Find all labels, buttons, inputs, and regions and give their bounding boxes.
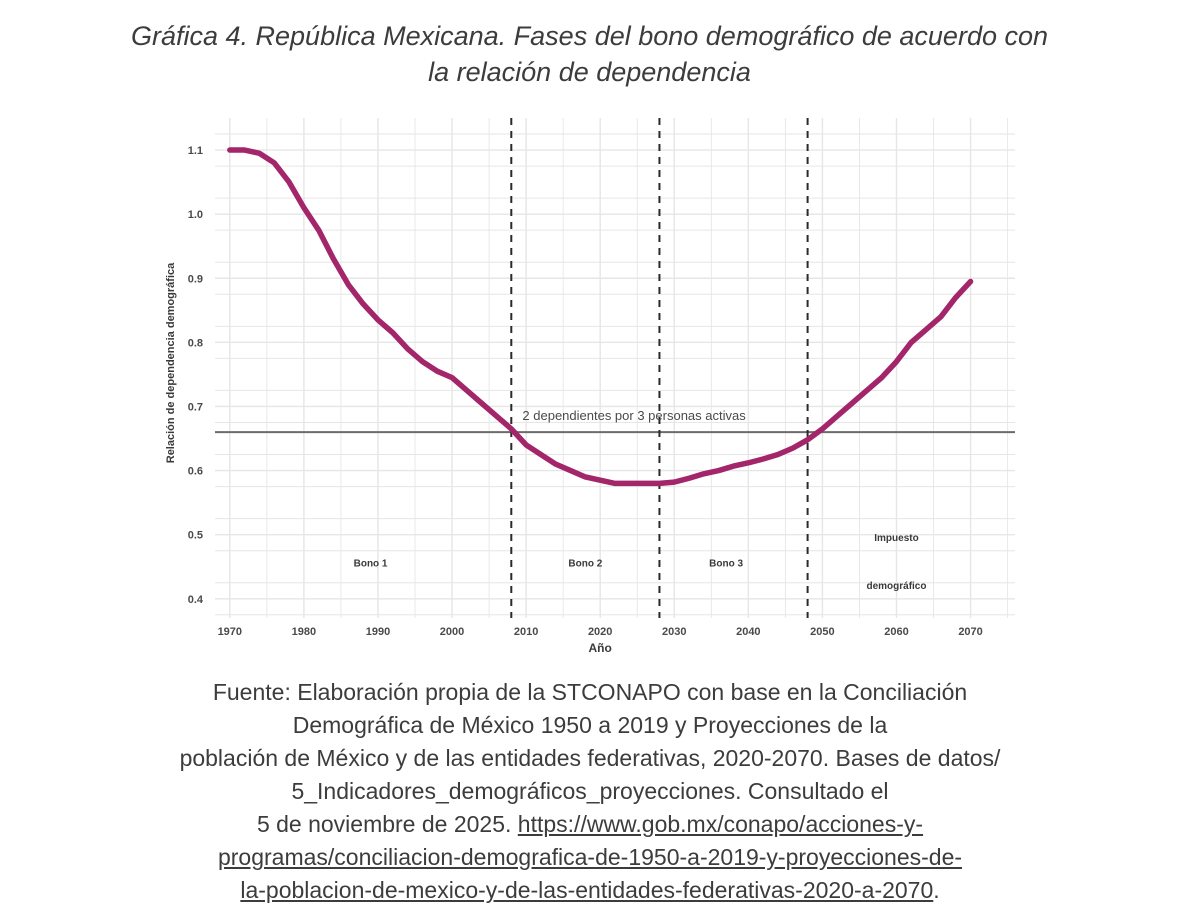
x-tick-label: 2030 [662, 626, 686, 638]
x-tick-label: 2060 [884, 626, 908, 638]
source-line-7: la-poblacion-de-mexico-y-de-las-entidade… [60, 874, 1120, 907]
y-tick-label: 0.5 [188, 530, 203, 542]
source-note: Fuente: Elaboración propia de la STCONAP… [60, 676, 1120, 907]
y-tick-label: 1.1 [188, 145, 203, 157]
y-tick-label: 0.9 [188, 273, 203, 285]
source-line-5: 5 de noviembre de 2025. https://www.gob.… [60, 808, 1120, 841]
y-axis-title: Relación de dependencia demográfica [165, 262, 177, 463]
x-tick-label: 2070 [958, 626, 982, 638]
caption-line-2: la relación de dependencia [428, 57, 751, 87]
source-line-4: 5_Indicadores_demográficos_proyecciones.… [291, 778, 889, 804]
phase-label: Bono 3 [709, 559, 743, 570]
reference-layer [215, 118, 1015, 618]
x-tick-label: 1970 [218, 626, 242, 638]
phase-label: Impuesto [874, 533, 918, 544]
source-line-6: programas/conciliacion-demografica-de-19… [60, 841, 1120, 874]
source-link-part-1[interactable]: https://www.gob.mx/conapo/acciones-y- [517, 811, 924, 837]
y-tick-label: 1.0 [188, 209, 203, 221]
x-axis-title: Año [589, 641, 612, 655]
y-tick-label: 0.4 [188, 594, 204, 606]
x-tick-label: 1990 [366, 626, 390, 638]
y-tick-label: 0.6 [188, 466, 203, 478]
y-tick-label: 0.8 [188, 337, 203, 349]
source-end-period: . [933, 877, 940, 903]
grid-layer [215, 118, 1015, 618]
y-tick-label: 0.7 [188, 401, 203, 413]
source-date: 5 de noviembre de 2025. [256, 811, 518, 837]
label-layer: 2 dependientes por 3 personas activas Bon… [354, 408, 927, 592]
source-link-part-3[interactable]: la-poblacion-de-mexico-y-de-las-entidade… [240, 877, 934, 903]
x-tick-label: 2050 [810, 626, 834, 638]
phase-label: Bono 2 [568, 559, 602, 570]
dependency-ratio-chart: 2 dependientes por 3 personas activas Bon… [165, 118, 1015, 655]
reference-line-label: 2 dependientes por 3 personas activas [522, 408, 746, 423]
x-tick-label: 2010 [514, 626, 538, 638]
x-tick-label: 2040 [736, 626, 760, 638]
dependency-ratio-series [227, 147, 974, 487]
x-tick-label: 2020 [588, 626, 612, 638]
source-line-1: Fuente: Elaboración propia de la STCONAP… [212, 679, 968, 705]
source-line-3: población de México y de las entidades f… [179, 745, 1001, 771]
line-layer [227, 147, 974, 487]
x-tick-label: 1980 [292, 626, 316, 638]
phase-label: demográfico [866, 581, 926, 592]
x-tick-label: 2000 [440, 626, 464, 638]
source-link-part-2[interactable]: programas/conciliacion-demografica-de-19… [217, 844, 963, 870]
caption-line-1: Gráfica 4. República Mexicana. Fases del… [130, 21, 1049, 51]
phase-label: Bono 1 [354, 559, 388, 570]
chart-caption: Gráfica 4. República Mexicana. Fases del… [0, 18, 1179, 90]
axis-layer: 1970 1980 1990 2000 2010 2020 2030 2040 2050 2060… [165, 145, 983, 655]
source-line-2: Demográfica de México 1950 a 2019 y Proy… [292, 712, 888, 738]
